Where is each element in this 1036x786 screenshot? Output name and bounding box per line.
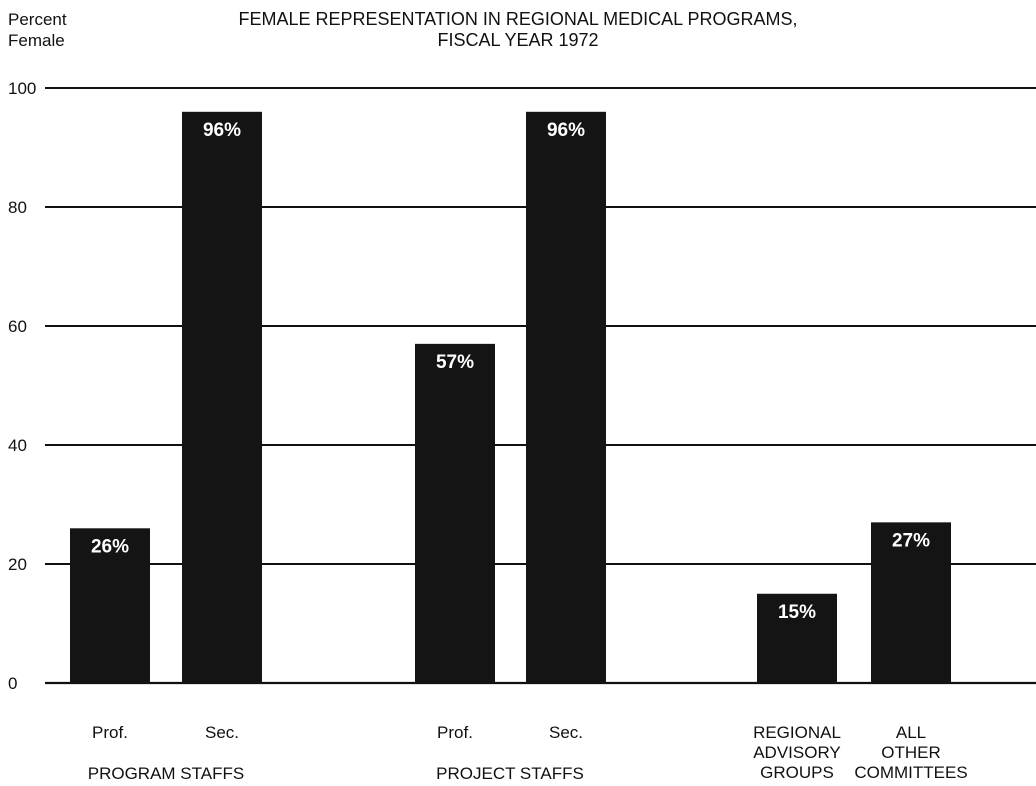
bar-category-label: GROUPS [760, 763, 834, 782]
y-tick-label: 100 [8, 79, 36, 98]
bar-category-label: Sec. [205, 723, 239, 742]
bar [182, 111, 262, 684]
bar-value-label: 57% [436, 352, 474, 373]
y-axis-label-line: Female [8, 31, 65, 50]
bar-value-label: 15% [778, 602, 816, 623]
group-label: PROJECT STAFFS [436, 764, 584, 783]
bar-category-label: REGIONAL [753, 723, 841, 742]
group-label: PROGRAM STAFFS [88, 764, 244, 783]
bar-value-label: 26% [91, 536, 129, 557]
bar-category-label: COMMITTEES [854, 763, 967, 782]
bar-category-label: Prof. [437, 723, 473, 742]
bar-category-label: ADVISORY [753, 743, 841, 762]
bar-category-label: ALL [896, 723, 926, 742]
y-tick-label: 0 [8, 674, 17, 693]
labels: FEMALE REPRESENTATION IN REGIONAL MEDICA… [8, 9, 968, 783]
bar [757, 593, 837, 683]
bar [70, 528, 150, 683]
bar-value-label: 96% [203, 120, 241, 141]
bar [526, 111, 606, 684]
y-tick-label: 80 [8, 198, 27, 217]
bar-category-label: Sec. [549, 723, 583, 742]
y-axis-label-line: Percent [8, 10, 67, 29]
bar-value-label: 96% [547, 120, 585, 141]
bars [70, 111, 951, 684]
y-tick-label: 40 [8, 436, 27, 455]
y-tick-label: 60 [8, 317, 27, 336]
chart-title-line: FISCAL YEAR 1972 [437, 30, 598, 50]
bar-category-label: Prof. [92, 723, 128, 742]
bar-category-label: OTHER [881, 743, 941, 762]
bar-value-label: 27% [892, 530, 930, 551]
bar [871, 522, 951, 683]
chart-title-line: FEMALE REPRESENTATION IN REGIONAL MEDICA… [238, 9, 797, 29]
y-tick-label: 20 [8, 555, 27, 574]
bar [415, 343, 495, 683]
